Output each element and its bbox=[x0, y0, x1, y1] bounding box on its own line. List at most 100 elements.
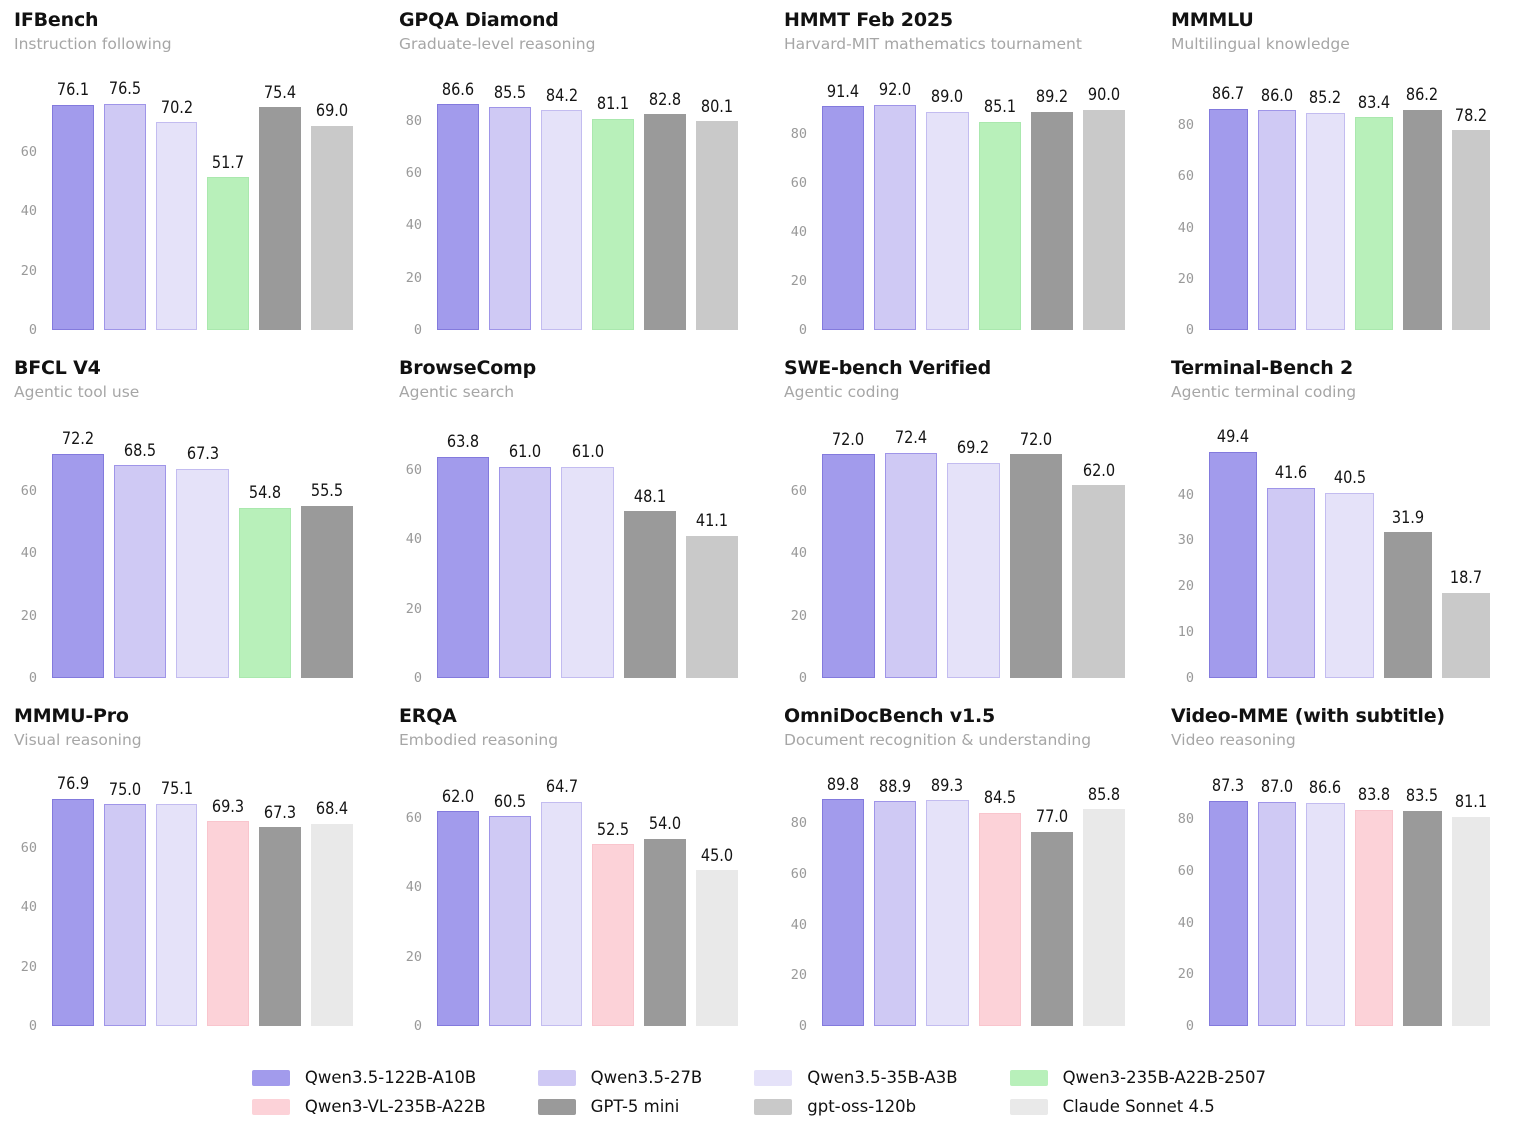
chart-hmmt-feb-2025: HMMT Feb 2025 Harvard-MIT mathematics tou… bbox=[784, 9, 1171, 358]
y-axis-tick-label: 0 bbox=[413, 669, 422, 686]
bars: 86.7 86.0 85.2 83.4 86.2 78.2 bbox=[1209, 86, 1490, 331]
bar-group-claude: 85.8 bbox=[1082, 783, 1126, 1027]
bar-group-q122: 62.0 bbox=[437, 783, 479, 1027]
bar-group-gpt5mini: 82.8 bbox=[644, 87, 687, 331]
bar-group-q35: 64.7 bbox=[540, 779, 583, 1027]
chart-title: BFCL V4 bbox=[14, 357, 101, 379]
legend-item-qwen35-122b: Qwen3.5-122B-A10B bbox=[251, 1068, 486, 1087]
y-axis-tick-label: 30 bbox=[1177, 532, 1194, 549]
y-axis-tick-label: 0 bbox=[413, 1017, 422, 1034]
bar-group-q122: 76.1 bbox=[52, 82, 94, 331]
bar-q27 bbox=[488, 107, 531, 331]
plot-area: 0 10 20 30 40 49.4 41.6 40.5 31.9 18.7 bbox=[1178, 429, 1491, 684]
y-axis-tick-label: 60 bbox=[790, 174, 807, 191]
y-axis-tick-label: 0 bbox=[28, 669, 37, 686]
bar-group-q122: 72.0 bbox=[822, 431, 875, 679]
legend-column-1: Qwen3.5-122B-A10B Qwen3-VL-235B-A22B bbox=[251, 1068, 486, 1116]
benchmark-chart-grid: IFBench Instruction following 0 20 40 60 76.1 7… bbox=[14, 9, 1518, 1054]
bar-gpt5mini bbox=[644, 838, 687, 1027]
bar-group-q2507: 54.8 bbox=[238, 435, 291, 679]
legend-label: gpt-oss-120b bbox=[807, 1097, 917, 1116]
plot-area: 0 20 40 60 80 89.8 88.9 89.3 84.5 77.0 85.8 bbox=[791, 776, 1126, 1032]
y-axis-tick-label: 0 bbox=[798, 321, 807, 338]
bars: 63.8 61.0 61.0 48.1 41.1 bbox=[437, 432, 739, 679]
bar-value-label: 45.0 bbox=[700, 845, 734, 865]
chart-mmmlu: MMMLU Multilingual knowledge 0 20 40 60 80 86.7… bbox=[1171, 9, 1518, 358]
chart-mmmu-pro: MMMU-Pro Visual reasoning 0 20 40 60 76.9 75.0 7… bbox=[14, 705, 399, 1054]
chart-subtitle: Document recognition & understanding bbox=[784, 730, 1092, 749]
bar-group-q122: 91.4 bbox=[822, 83, 865, 331]
legend-swatch-gpt5-mini bbox=[537, 1098, 576, 1115]
legend-label: Qwen3.5-35B-A3B bbox=[807, 1068, 958, 1087]
bar-group-gpt5mini: 48.1 bbox=[623, 435, 676, 679]
bars: 72.2 68.5 67.3 54.8 55.5 bbox=[52, 431, 354, 679]
chart-video-mme: Video-MME (with subtitle) Video reasoning… bbox=[1171, 705, 1518, 1054]
legend-label: Qwen3-235B-A22B-2507 bbox=[1062, 1068, 1267, 1087]
chart-title: IFBench bbox=[14, 9, 99, 31]
legend-label: Qwen3-VL-235B-A22B bbox=[304, 1097, 486, 1116]
bar-value-label: 52.5 bbox=[597, 819, 630, 839]
bar-group-gpt5mini: 67.3 bbox=[259, 783, 302, 1027]
y-axis-tick-label: 40 bbox=[20, 545, 37, 562]
bar-q35 bbox=[561, 466, 614, 679]
plot-area: 0 20 40 60 72.0 72.4 69.2 72.0 62.0 bbox=[791, 430, 1125, 684]
y-axis-tick-label: 20 bbox=[20, 262, 37, 279]
chart-ifbench: IFBench Instruction following 0 20 40 60 76.1 7… bbox=[14, 9, 399, 358]
y-axis-tick-label: 20 bbox=[790, 607, 807, 624]
bar-claude bbox=[1451, 816, 1490, 1027]
bar-value-label: 69.2 bbox=[957, 438, 990, 458]
y-axis-tick-label: 0 bbox=[798, 1017, 807, 1034]
bar-group-qvl: 52.5 bbox=[592, 783, 635, 1027]
y-axis-tick-label: 60 bbox=[790, 483, 807, 500]
bar-value-label: 61.0 bbox=[509, 442, 542, 462]
bar-group-q27: 88.9 bbox=[874, 778, 917, 1027]
bar-gptoss bbox=[1451, 130, 1490, 331]
bar-value-label: 83.8 bbox=[1357, 785, 1390, 805]
bar-group-qvl: 84.5 bbox=[978, 783, 1021, 1027]
bar-value-label: 84.5 bbox=[983, 788, 1016, 808]
bar-q122 bbox=[52, 104, 94, 331]
bar-value-label: 31.9 bbox=[1391, 507, 1424, 527]
bar-value-label: 75.4 bbox=[264, 82, 297, 102]
y-axis-tick-label: 40 bbox=[1177, 914, 1194, 931]
plot-area: 0 20 40 60 76.9 75.0 75.1 69.3 67.3 68.4 bbox=[21, 776, 353, 1032]
bar-q35 bbox=[1325, 492, 1374, 679]
chart-title: OmniDocBench v1.5 bbox=[784, 705, 996, 727]
bar-value-label: 75.1 bbox=[160, 779, 193, 799]
bar-group-gptoss: 78.2 bbox=[1451, 87, 1490, 331]
bar-q35 bbox=[1306, 112, 1345, 331]
legend-column-2: Qwen3.5-27B GPT-5 mini bbox=[537, 1068, 702, 1116]
legend-item-gpt-oss-120b: gpt-oss-120b bbox=[754, 1097, 957, 1116]
bar-q122 bbox=[822, 106, 865, 331]
bar-group-q27: 87.0 bbox=[1257, 779, 1296, 1027]
plot-area: 0 20 40 60 80 86.6 85.5 84.2 81.1 82.8 80.1 bbox=[406, 81, 738, 336]
plot-area: 0 20 40 60 76.1 76.5 70.2 51.7 75.4 69.0 bbox=[21, 81, 353, 336]
bar-value-label: 18.7 bbox=[1449, 568, 1483, 588]
y-axis-tick-label: 60 bbox=[20, 144, 37, 161]
legend-swatch-qwen35-35b bbox=[754, 1069, 793, 1086]
bars: 91.4 92.0 89.0 85.1 89.2 90.0 bbox=[822, 82, 1126, 331]
y-axis-tick-label: 40 bbox=[790, 223, 807, 240]
bar-value-label: 63.8 bbox=[446, 432, 480, 452]
chart-title: ERQA bbox=[399, 705, 457, 727]
bar-value-label: 76.5 bbox=[108, 79, 141, 99]
legend-item-qwen3-235b-2507: Qwen3-235B-A22B-2507 bbox=[1009, 1068, 1267, 1087]
bar-group-gptoss: 41.1 bbox=[685, 435, 739, 679]
y-axis-tick-label: 60 bbox=[405, 461, 422, 478]
bar-value-label: 70.2 bbox=[160, 97, 193, 117]
chart-terminal-bench-2: Terminal-Bench 2 Agentic terminal coding 0… bbox=[1171, 357, 1518, 706]
chart-omnidocbench: OmniDocBench v1.5 Document recognition & … bbox=[784, 705, 1171, 1054]
bar-value-label: 83.5 bbox=[1406, 786, 1439, 806]
plot-area: 0 20 40 60 80 91.4 92.0 89.0 85.1 89.2 90.0 bbox=[791, 82, 1126, 336]
bar-value-label: 54.0 bbox=[649, 814, 682, 834]
bar-q122 bbox=[1209, 451, 1258, 679]
bar-group-q2507: 51.7 bbox=[207, 87, 250, 331]
bar-gptoss bbox=[685, 535, 739, 679]
bar-group-gpt5mini: 83.5 bbox=[1403, 783, 1442, 1027]
bar-claude bbox=[1082, 809, 1126, 1027]
bar-group-gpt5mini: 54.0 bbox=[644, 783, 687, 1027]
bar-gpt5mini bbox=[259, 107, 302, 331]
bar-value-label: 89.0 bbox=[931, 87, 964, 107]
bar-q27 bbox=[103, 103, 146, 331]
bar-group-q35: 61.0 bbox=[561, 435, 614, 679]
